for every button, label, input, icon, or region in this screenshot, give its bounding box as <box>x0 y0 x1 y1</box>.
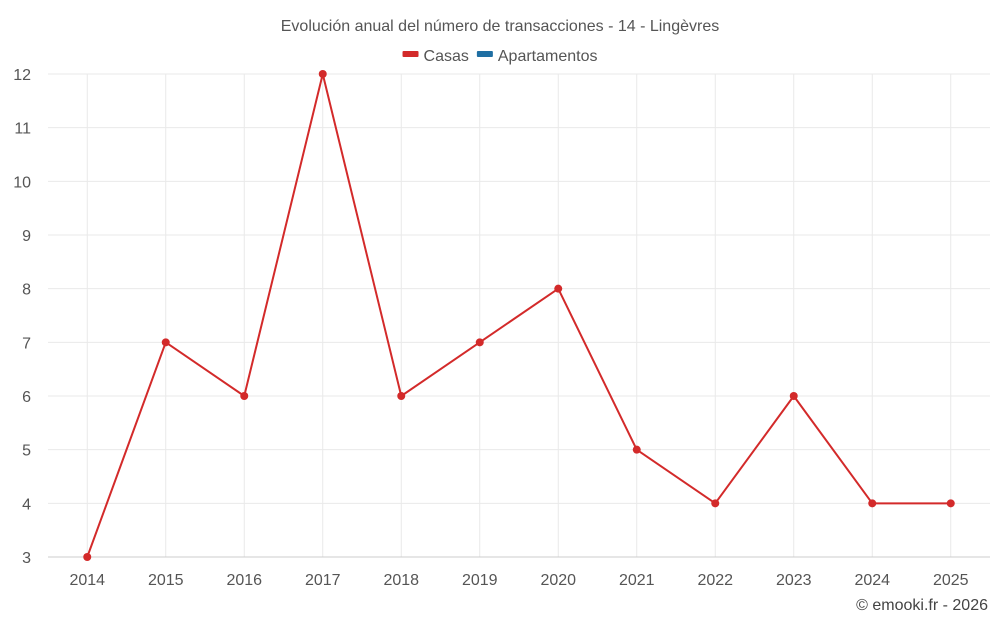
x-tick-label: 2017 <box>305 572 341 589</box>
data-point[interactable] <box>397 392 406 400</box>
data-point[interactable] <box>161 338 170 347</box>
series-layer <box>83 70 955 561</box>
axes: 3 4 5 6 7 8 9 10 11 12 2014 2015 2016 2017 2018 2019 202… <box>13 67 990 589</box>
data-point[interactable] <box>554 284 563 293</box>
x-tick-label: 2019 <box>462 572 498 589</box>
x-tick-label: 2016 <box>226 572 262 589</box>
x-tick-label: 2024 <box>854 572 890 589</box>
data-point[interactable] <box>632 445 641 454</box>
data-point[interactable] <box>240 392 249 400</box>
y-tick-label: 4 <box>22 496 31 513</box>
x-tick-label: 2023 <box>776 572 812 589</box>
legend-swatch <box>476 51 493 57</box>
y-tick-label: 11 <box>14 121 31 138</box>
y-tick-label: 3 <box>22 550 31 567</box>
chart-title: Evolución anual del número de transaccio… <box>281 18 719 35</box>
data-point[interactable] <box>83 553 92 561</box>
x-tick-label: 2014 <box>69 572 105 589</box>
y-tick-label: 12 <box>13 67 31 84</box>
y-tick-label: 8 <box>22 282 31 299</box>
legend-item-casas[interactable]: Casas <box>402 48 469 65</box>
credit-text: © emooki.fr - 2026 <box>856 597 988 614</box>
legend-label: Casas <box>424 48 469 65</box>
y-tick-label: 9 <box>22 228 31 245</box>
data-point[interactable] <box>789 392 798 400</box>
x-tick-label: 2022 <box>697 572 733 589</box>
legend-label: Apartamentos <box>498 48 598 65</box>
x-tick-label: 2015 <box>148 572 184 589</box>
y-tick-label: 10 <box>13 174 31 191</box>
y-tick-label: 5 <box>22 443 31 460</box>
x-tick-label: 2020 <box>540 572 576 589</box>
data-point[interactable] <box>318 70 327 78</box>
data-point[interactable] <box>946 499 955 508</box>
data-point[interactable] <box>711 499 720 508</box>
series-line-casas <box>86 73 951 558</box>
grid <box>48 73 990 558</box>
legend: Casas Apartamentos <box>402 48 598 65</box>
x-tick-label: 2018 <box>383 572 419 589</box>
x-tick-label: 2021 <box>619 572 655 589</box>
y-tick-label: 7 <box>22 335 31 352</box>
legend-swatch <box>402 51 419 57</box>
x-tick-label: 2025 <box>933 572 969 589</box>
data-point[interactable] <box>475 338 484 347</box>
y-tick-label: 6 <box>22 389 31 406</box>
legend-item-apartamentos[interactable]: Apartamentos <box>476 48 598 65</box>
data-point[interactable] <box>868 499 877 508</box>
